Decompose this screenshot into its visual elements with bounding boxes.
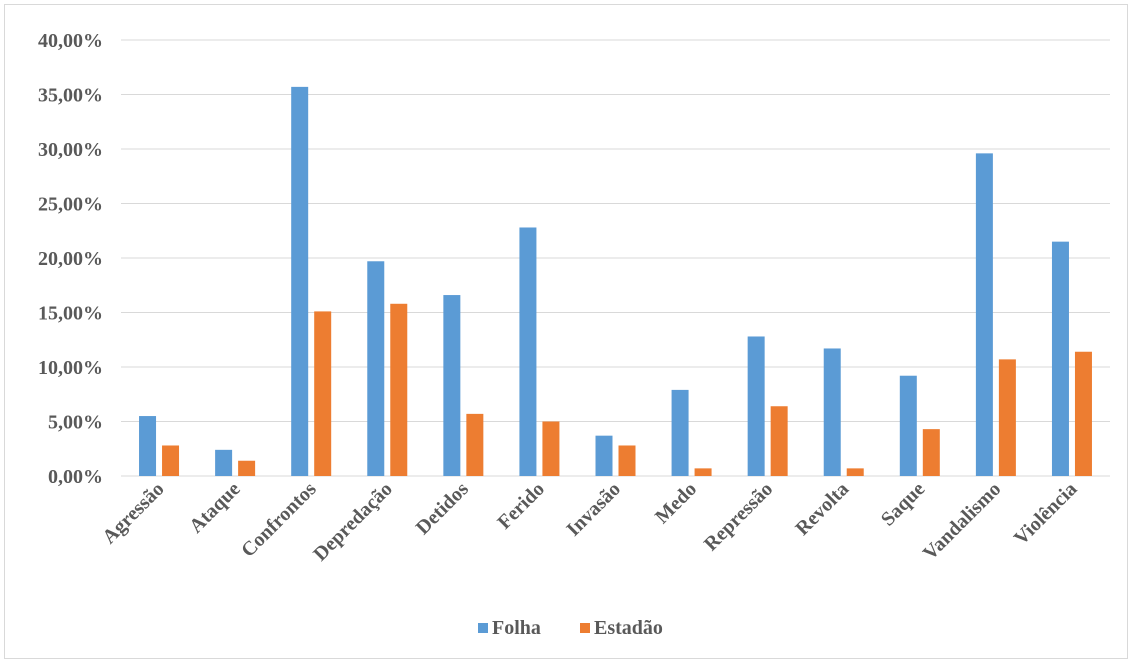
y-tick-label: 35,00% [38,85,103,107]
y-tick-label: 5,00% [48,412,103,434]
legend-swatch [580,623,590,633]
bar-folha-4 [443,295,461,476]
bar-estadao-6 [618,445,636,476]
y-tick-label: 25,00% [38,194,103,216]
legend-swatch [478,623,488,633]
bar-folha-7 [671,389,689,476]
x-tick-label: Agressão [98,478,168,548]
bar-estadao-8 [770,406,788,476]
bar-estadao-4 [466,413,484,476]
bar-estadao-10 [922,429,940,476]
bar-folha-3 [367,261,385,476]
bar-estadao-0 [162,445,180,476]
y-tick-label: 30,00% [38,139,103,161]
bar-estadao-5 [542,421,560,476]
bar-estadao-12 [1074,351,1092,476]
x-tick-label: Vandalismo [919,478,1006,565]
y-tick-label: 15,00% [38,303,103,325]
y-tick-label: 10,00% [38,357,103,379]
y-tick-label: 0,00% [48,466,103,488]
chart-frame [4,4,1128,659]
bar-folha-10 [899,375,917,476]
x-tick-label: Repressão [700,478,777,555]
legend-label: Folha [492,617,541,639]
x-tick-label: Ataque [185,478,245,538]
y-tick-label: 20,00% [38,248,103,270]
x-tick-label: Revolta [791,478,853,540]
x-tick-label: Depredação [309,478,397,566]
x-tick-label: Violência [1010,478,1082,550]
bar-estadao-11 [998,359,1016,476]
x-tick-label: Ferido [493,478,549,534]
bar-folha-0 [139,416,157,476]
bar-folha-11 [975,153,993,477]
bar-estadao-3 [390,303,408,476]
bar-estadao-7 [694,468,712,476]
x-tick-label: Saque [877,478,930,531]
bar-folha-8 [747,336,765,476]
bar-estadao-2 [314,311,332,476]
bar-folha-1 [215,449,233,476]
x-tick-label: Detidos [412,478,473,539]
bar-estadao-1 [238,460,256,476]
bar-folha-5 [519,227,537,476]
bar-folha-9 [823,348,841,476]
legend-label: Estadão [594,617,663,639]
x-tick-label: Confrontos [237,478,321,562]
y-tick-label: 40,00% [38,30,103,52]
bar-folha-6 [595,435,613,476]
bar-folha-12 [1051,241,1069,476]
bar-folha-2 [291,86,309,477]
x-tick-label: Medo [651,478,701,528]
x-tick-label: Invasão [562,478,625,541]
bar-estadao-9 [846,468,864,476]
